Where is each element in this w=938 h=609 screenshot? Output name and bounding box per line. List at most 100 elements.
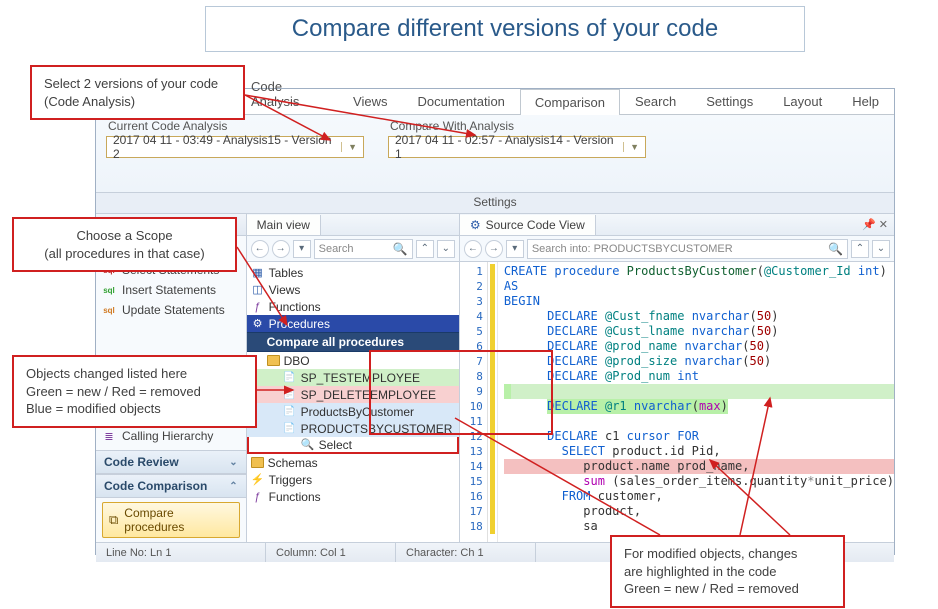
folder-icon xyxy=(267,355,280,366)
tree-label: ProductsByCustomer xyxy=(301,405,414,419)
callout-text: are highlighted in the code xyxy=(624,563,831,581)
code-line-6: DECLARE @prod_name nvarchar(50) xyxy=(504,339,894,354)
sql-icon: sql xyxy=(102,303,116,317)
object-tree: ▦Tables ◫Views ƒFunctions ⚙Procedures Co… xyxy=(247,262,459,542)
menu-layout[interactable]: Layout xyxy=(768,88,837,114)
menu-help[interactable]: Help xyxy=(837,88,894,114)
callout-text: Choose a Scope xyxy=(26,227,223,245)
tree-item-functions[interactable]: ƒFunctions xyxy=(247,298,459,315)
tree-item-tables[interactable]: ▦Tables xyxy=(247,264,459,281)
tree-item-views[interactable]: ◫Views xyxy=(247,281,459,298)
main-view-panel: Main view ← → ▾ Search 🔍 ⌃ ⌄ ▦Tables ◫Vi… xyxy=(247,214,460,542)
dropdown-icon[interactable]: ▾ xyxy=(506,240,524,258)
code-line-15: sum (sales_order_items.quantity*unit_pri… xyxy=(504,474,894,489)
compare-all-header: Compare all procedures xyxy=(247,332,459,352)
compare-procedures-label: Compare procedures xyxy=(124,506,232,534)
pin-icon[interactable]: 📌 ✕ xyxy=(856,218,894,231)
back-icon[interactable]: ← xyxy=(251,240,269,258)
forward-icon[interactable]: → xyxy=(485,240,503,258)
callout-text: Select 2 versions of your code xyxy=(44,75,231,93)
code-line-3: BEGIN xyxy=(504,294,894,309)
tree-label: PRODUCTSBYCUSTOMER xyxy=(301,422,453,436)
tree-item-proc-0[interactable]: 📄SP_TESTEMPLOYEE xyxy=(247,369,459,386)
main-view-tabbar: Main view xyxy=(247,214,459,236)
tree-item-functions2[interactable]: ƒFunctions xyxy=(247,488,459,505)
search-icon: 🔍 xyxy=(828,242,843,256)
main-view-toolbar: ← → ▾ Search 🔍 ⌃ ⌄ xyxy=(247,236,459,262)
sql-icon: sql xyxy=(102,283,116,297)
chevron-up-icon: ⌃ xyxy=(229,481,237,492)
trigger-icon: ⚡ xyxy=(251,473,265,487)
ribbon-section-label: Settings xyxy=(96,193,894,214)
procedure-icon: 📄 xyxy=(283,388,297,402)
compare-procedures-button[interactable]: ⧉ Compare procedures xyxy=(102,502,240,538)
code-lines[interactable]: CREATE procedure ProductsByCustomer(@Cus… xyxy=(498,262,894,542)
tree-item-select[interactable]: 🔍Select xyxy=(247,437,459,454)
tree-item-schemas[interactable]: Schemas xyxy=(247,454,459,471)
tree-label: Triggers xyxy=(269,473,313,487)
tree-item-proc-3[interactable]: 📄PRODUCTSBYCUSTOMER xyxy=(247,420,459,437)
accordion-code-comparison[interactable]: Code Comparison ⌃ xyxy=(96,474,246,498)
menu-settings[interactable]: Settings xyxy=(691,88,768,114)
source-toolbar: ← → ▾ Search into: PRODUCTSBYCUSTOMER 🔍 … xyxy=(460,236,894,262)
accordion-code-review[interactable]: Code Review ⌄ xyxy=(96,450,246,474)
page-title: Compare different versions of your code xyxy=(205,6,805,52)
tree-label: Functions xyxy=(269,300,321,314)
line-numbers: 123456789101112131415161718 xyxy=(460,262,488,542)
callout-text: Green = new / Red = removed xyxy=(26,383,243,401)
forward-icon[interactable]: → xyxy=(272,240,290,258)
side-item-insert-statements[interactable]: sql Insert Statements xyxy=(96,280,246,300)
side-item-label: Update Statements xyxy=(122,303,225,317)
source-tabbar: ⚙ Source Code View 📌 ✕ xyxy=(460,214,894,236)
procedure-icon: ⚙ xyxy=(251,317,265,331)
current-analysis-combo[interactable]: 2017 04 11 - 03:49 - Analysis15 - Versio… xyxy=(106,136,364,158)
expand-icon[interactable]: ⌃ xyxy=(851,240,869,258)
main-search-input[interactable]: Search 🔍 xyxy=(314,239,413,259)
side-item-calling-hierarchy[interactable]: ≣Calling Hierarchy xyxy=(96,426,246,446)
tree-item-proc-2[interactable]: 📄 ProductsByCustomer xyxy=(247,403,459,420)
current-analysis-value: 2017 04 11 - 03:49 - Analysis15 - Versio… xyxy=(113,133,341,161)
main-view-tab[interactable]: Main view xyxy=(247,215,321,235)
side-item-label: Insert Statements xyxy=(122,283,216,297)
collapse-icon[interactable]: ⌄ xyxy=(437,240,455,258)
code-line-4: DECLARE @Cust_fname nvarchar(50) xyxy=(504,309,894,324)
code-line-13: SELECT product.id Pid, xyxy=(504,444,894,459)
tree-item-triggers[interactable]: ⚡ Triggers xyxy=(247,471,459,488)
compare-analysis-combo[interactable]: 2017 04 11 - 02:57 - Analysis14 - Versio… xyxy=(388,136,646,158)
app-window: Code AnalysisViewsDocumentationCompariso… xyxy=(95,88,895,555)
accordion-code-comparison-label: Code Comparison xyxy=(104,479,207,493)
code-line-9 xyxy=(504,384,894,399)
menu-comparison[interactable]: Comparison xyxy=(520,89,620,115)
tree-item-procedures[interactable]: ⚙Procedures xyxy=(247,315,459,332)
tree-item-dbo[interactable]: DBO xyxy=(247,352,459,369)
side-item-update-statements[interactable]: sql Update Statements xyxy=(96,300,246,320)
source-code-panel: ⚙ Source Code View 📌 ✕ ← → ▾ Search into… xyxy=(460,214,894,542)
tree-label: Schemas xyxy=(268,456,318,470)
procedure-icon: 📄 xyxy=(283,405,297,419)
compare-icon: ⧉ xyxy=(109,512,118,528)
callout-text: Blue = modified objects xyxy=(26,400,243,418)
≣-icon: ≣ xyxy=(102,429,116,443)
folder-icon xyxy=(251,457,264,468)
tree-label: Views xyxy=(269,283,301,297)
menu-code-analysis[interactable]: Code Analysis xyxy=(236,73,338,114)
chevron-down-icon: ▼ xyxy=(623,142,639,152)
code-line-1: CREATE procedure ProductsByCustomer(@Cus… xyxy=(504,264,894,279)
collapse-icon[interactable]: ⌄ xyxy=(872,240,890,258)
tree-item-proc-1[interactable]: 📄SP_DELETEEMPLOYEE xyxy=(247,386,459,403)
menu-search[interactable]: Search xyxy=(620,88,691,114)
back-icon[interactable]: ← xyxy=(464,240,482,258)
callout-text: (Code Analysis) xyxy=(44,93,231,111)
procedure-icon: 📄 xyxy=(283,371,297,385)
compare-analysis-label: Compare With Analysis xyxy=(388,119,646,133)
menu-views[interactable]: Views xyxy=(338,88,402,114)
search-icon: 🔍 xyxy=(393,242,408,256)
code-line-16: FROM customer, xyxy=(504,489,894,504)
dropdown-icon[interactable]: ▾ xyxy=(293,240,311,258)
expand-icon[interactable]: ⌃ xyxy=(416,240,434,258)
menu-documentation[interactable]: Documentation xyxy=(402,88,519,114)
source-code-tab[interactable]: ⚙ Source Code View xyxy=(460,215,596,235)
status-line: Line No: Ln 1 xyxy=(96,543,266,562)
callout-text: Objects changed listed here xyxy=(26,365,243,383)
source-search-input[interactable]: Search into: PRODUCTSBYCUSTOMER 🔍 xyxy=(527,239,848,259)
